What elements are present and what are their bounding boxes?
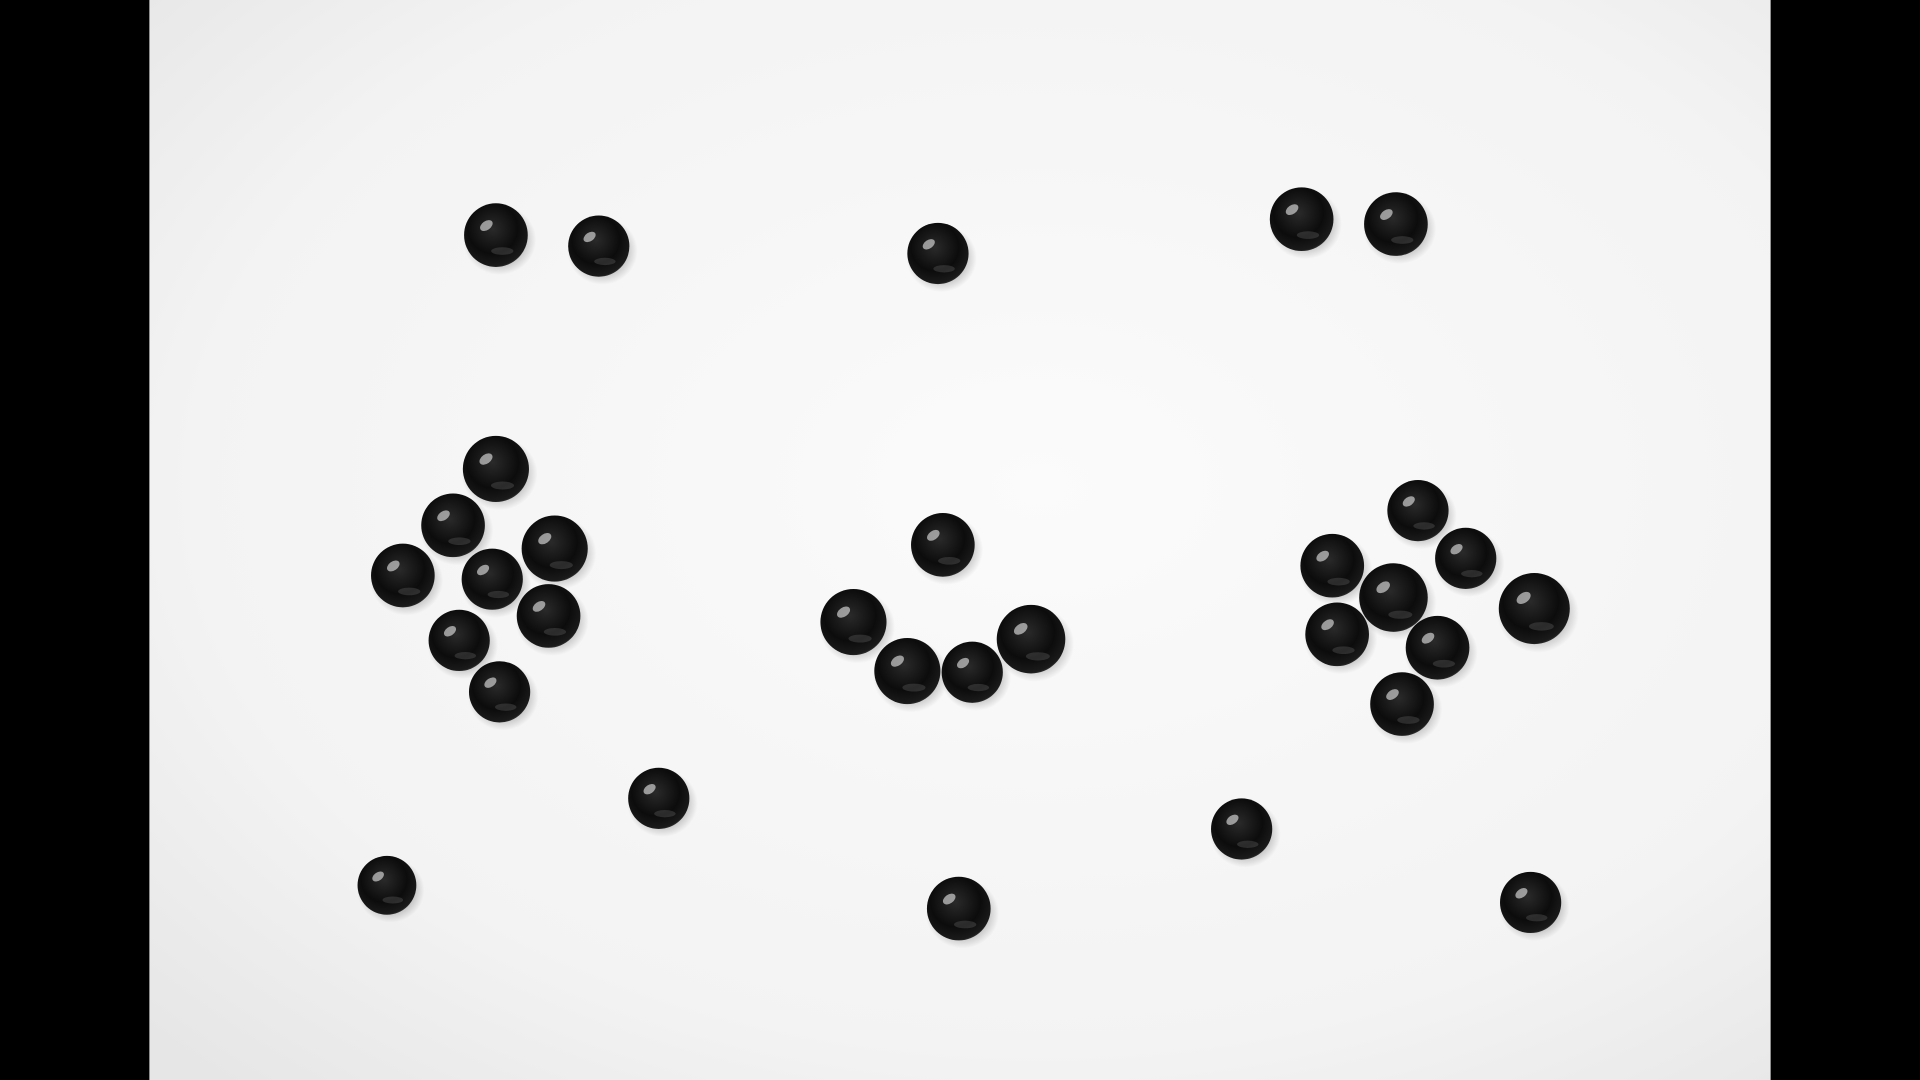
bead (1269, 187, 1334, 252)
bead-highlight (487, 590, 510, 599)
bead (1370, 672, 1434, 736)
bead-highlight (479, 453, 493, 465)
bead-highlight (490, 481, 515, 490)
bead (1405, 615, 1470, 680)
bead (462, 435, 529, 503)
bead (521, 515, 588, 582)
bead (428, 609, 490, 672)
bead-highlight (484, 677, 497, 688)
bead-highlight (1528, 622, 1554, 631)
bead (941, 641, 1003, 703)
bead-highlight (938, 556, 961, 565)
bead-highlight (942, 893, 956, 905)
bead (1364, 192, 1428, 256)
bead-highlight (382, 896, 404, 904)
bead-highlight (1461, 570, 1483, 578)
bead-highlight (902, 683, 926, 692)
bead-highlight (654, 810, 676, 818)
bead-highlight (454, 652, 477, 660)
bead-highlight (372, 871, 384, 882)
bead-highlight (643, 783, 656, 795)
bead (516, 584, 581, 648)
bead-highlight (495, 703, 517, 711)
bead-highlight (491, 247, 514, 255)
bead-highlight (1226, 814, 1239, 826)
bead (468, 661, 531, 723)
bead-highlight (532, 600, 546, 612)
bead (911, 513, 975, 577)
bead-highlight (1296, 231, 1320, 239)
bead-highlight (1397, 716, 1420, 724)
bead-highlight (1327, 577, 1350, 586)
bead-highlight (543, 628, 567, 636)
bead (357, 855, 417, 915)
bead (461, 548, 523, 610)
bead-highlight (387, 560, 400, 572)
bead-highlight (1237, 840, 1259, 848)
bead (926, 876, 991, 941)
bead-highlight (443, 626, 457, 637)
bead-highlight (1380, 209, 1393, 220)
bead-highlight (1025, 652, 1050, 661)
bead (464, 203, 528, 267)
bead (568, 215, 630, 277)
bead-highlight (594, 257, 616, 266)
bead (371, 543, 435, 608)
bead (996, 604, 1066, 674)
bead-highlight (848, 634, 872, 643)
bead-highlight (583, 231, 596, 243)
bead-highlight (1376, 581, 1390, 594)
bead-highlight (1388, 610, 1413, 619)
bead (907, 222, 969, 285)
bead-highlight (927, 529, 940, 541)
bead-highlight (538, 533, 552, 545)
bead-highlight (1332, 646, 1355, 655)
bead-highlight (477, 564, 490, 576)
bead (1500, 871, 1562, 934)
bead-highlight (437, 510, 450, 522)
bead-highlight (448, 537, 471, 546)
bead (628, 767, 690, 829)
bead-highlight (954, 920, 977, 929)
bead (1387, 480, 1449, 542)
bead-highlight (1285, 204, 1299, 216)
bead-highlight (1450, 543, 1463, 555)
bead (1359, 563, 1428, 632)
bead-highlight (1516, 591, 1531, 604)
bead (1435, 527, 1497, 589)
bead-highlight (1391, 236, 1414, 244)
bead-highlight (1386, 689, 1399, 700)
bead-highlight (890, 655, 904, 667)
bead (421, 493, 485, 558)
bead-highlight (957, 657, 970, 669)
bead-highlight (1526, 914, 1548, 922)
bead-highlight (1402, 496, 1415, 507)
bead (874, 637, 941, 705)
bead (1305, 602, 1369, 667)
bead (1211, 798, 1273, 860)
bead-highlight (1013, 623, 1028, 635)
bead-highlight (1413, 522, 1435, 530)
bead-highlight (549, 561, 573, 570)
bead-highlight (967, 683, 990, 692)
bead-highlight (1515, 888, 1528, 899)
bead (820, 588, 887, 656)
bead-highlight (1316, 550, 1329, 562)
bead (1300, 533, 1365, 598)
bead-highlight (933, 265, 955, 273)
bead (1498, 573, 1570, 645)
bead-highlight (837, 606, 851, 618)
bead-highlight (922, 239, 935, 250)
bead-highlight (1432, 659, 1456, 668)
bead-highlight (398, 587, 421, 596)
bead-highlight (480, 220, 493, 231)
bead-highlight (1321, 619, 1334, 631)
bead-highlight (1421, 632, 1435, 644)
